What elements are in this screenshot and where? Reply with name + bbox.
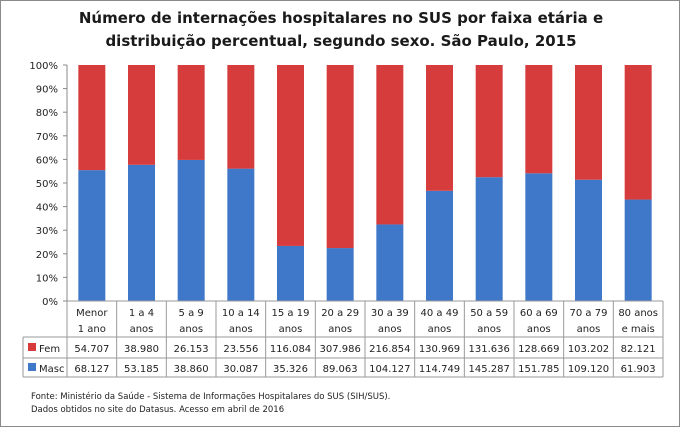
bar-fem [426,65,453,191]
data-label-fem: 26.153 [174,344,209,355]
x-tick-label: 30 a 39 [371,308,409,319]
x-tick-label: anos [130,324,154,335]
x-tick-label: anos [179,324,203,335]
bar-masc [78,170,106,301]
bar-fem [525,65,553,174]
bar-fem [177,65,205,160]
bar-fem [227,65,255,169]
x-tick-label: anos [279,324,303,335]
data-label-fem: 103.202 [568,344,609,355]
data-label-masc: 109.120 [568,364,609,375]
x-tick-label: 40 a 49 [421,308,459,319]
legend-key-fem [28,343,36,351]
y-tick-label: 90% [36,85,58,96]
bar-masc [227,168,255,301]
footer-source: Fonte: Ministério da Saúde - Sistema de … [31,391,390,402]
x-tick-label: 1 ano [78,324,106,335]
x-tick-label: Menor [76,308,108,319]
bar-fem [475,65,503,178]
data-label-fem: 128.669 [518,344,559,355]
y-tick-label: 60% [36,155,58,166]
data-label-masc: 38.860 [174,364,209,375]
bar-fem [78,65,106,171]
x-tick-label: anos [428,324,452,335]
bar-fem [624,65,652,200]
chart-title-line2: distribuição percentual, segundo sexo. S… [105,32,576,50]
bar-masc [376,224,404,301]
data-label-fem: 116.084 [270,344,311,355]
x-tick-label: 1 a 4 [129,308,154,319]
legend-label-fem: Fem [39,344,60,355]
chart-title-line1: Número de internações hospitalares no SU… [79,9,603,27]
y-tick-label: 20% [36,250,58,261]
data-label-masc: 53.185 [124,364,159,375]
footer-note: Dados obtidos no site do Datasus. Acesso… [31,405,284,415]
bar-fem [128,65,155,165]
bar-masc [624,199,652,301]
x-tick-label: 70 a 79 [570,308,608,319]
bar-masc [525,173,553,301]
data-label-masc: 145.287 [468,364,509,375]
y-tick-label: 40% [36,203,58,214]
data-label-fem: 130.969 [419,344,460,355]
y-tick-label: 70% [36,132,58,143]
data-label-masc: 151.785 [518,364,559,375]
bar-masc [177,159,205,301]
x-tick-label: anos [577,324,601,335]
data-label-fem: 23.556 [223,344,258,355]
data-label-masc: 35.326 [273,364,308,375]
x-tick-label: 50 a 59 [470,308,508,319]
x-tick-label: e mais [622,324,655,335]
y-tick-label: 80% [36,108,58,119]
x-tick-label: anos [477,324,501,335]
data-label-fem: 82.121 [621,344,656,355]
data-label-masc: 89.063 [323,364,358,375]
y-tick-label: 30% [36,226,58,237]
bar-masc [575,179,602,301]
bar-masc [475,177,503,301]
bar-masc [426,190,453,301]
legend-key-masc [28,363,36,371]
data-label-masc: 30.087 [223,364,258,375]
x-tick-label: 5 a 9 [179,308,204,319]
bar-fem [575,65,602,180]
data-label-fem: 54.707 [74,344,109,355]
data-label-masc: 104.127 [369,364,410,375]
bar-fem [376,65,404,225]
bar-fem [326,65,354,249]
data-label-fem: 38.980 [124,344,159,355]
data-label-masc: 68.127 [74,364,109,375]
data-label-fem: 216.854 [369,344,410,355]
x-tick-label: anos [527,324,551,335]
legend-label-masc: Masc [39,364,64,375]
y-tick-label: 50% [36,179,58,190]
bar-masc [277,245,304,301]
data-label-masc: 114.749 [419,364,460,375]
x-tick-label: anos [378,324,402,335]
bar-fem [277,65,304,246]
x-tick-label: 60 a 69 [520,308,558,319]
x-tick-label: 80 anos [618,308,658,319]
y-tick-label: 100% [29,61,58,72]
x-tick-label: 20 a 29 [321,308,359,319]
x-tick-label: anos [229,324,253,335]
y-tick-label: 0% [42,297,58,308]
data-label-fem: 131.636 [468,344,509,355]
bar-masc [326,248,354,301]
data-label-masc: 61.903 [621,364,656,375]
bar-masc [128,164,155,301]
x-tick-label: 10 a 14 [222,308,260,319]
y-tick-label: 10% [36,273,58,284]
x-tick-label: 15 a 19 [272,308,310,319]
data-label-fem: 307.986 [319,344,360,355]
x-tick-label: anos [328,324,352,335]
